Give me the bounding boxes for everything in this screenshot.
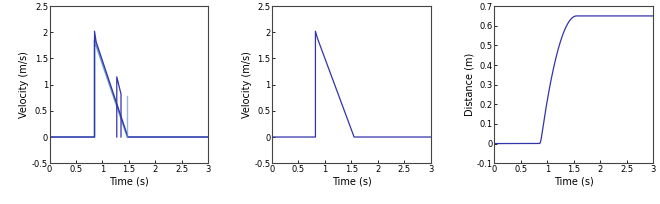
X-axis label: Time (s): Time (s): [109, 176, 149, 186]
Y-axis label: Velocity (m/s): Velocity (m/s): [19, 51, 29, 118]
Y-axis label: Velocity (m/s): Velocity (m/s): [242, 51, 251, 118]
Y-axis label: Distance (m): Distance (m): [464, 53, 474, 116]
X-axis label: Time (s): Time (s): [331, 176, 372, 186]
X-axis label: Time (s): Time (s): [554, 176, 594, 186]
